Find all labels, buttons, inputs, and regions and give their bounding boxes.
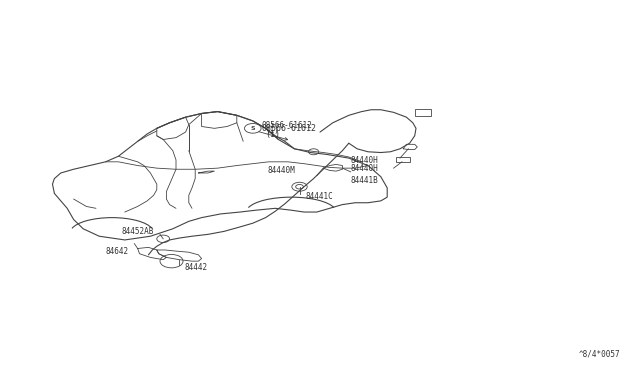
Text: 84442: 84442 xyxy=(184,263,207,272)
Text: 84440M: 84440M xyxy=(268,166,295,175)
Text: 08566-61612: 08566-61612 xyxy=(261,121,312,130)
Text: 84441C: 84441C xyxy=(306,192,333,201)
Text: 84642: 84642 xyxy=(106,247,129,256)
Text: 08566-61612: 08566-61612 xyxy=(261,124,316,133)
Text: 84440H: 84440H xyxy=(351,156,378,165)
Text: (1): (1) xyxy=(266,130,280,139)
Text: 84440H: 84440H xyxy=(351,164,378,173)
Text: S: S xyxy=(250,126,255,131)
Text: ^8/4*0057: ^8/4*0057 xyxy=(579,350,621,359)
Text: 84441B: 84441B xyxy=(351,176,378,185)
Text: (1): (1) xyxy=(266,126,280,135)
Text: 84452AB: 84452AB xyxy=(122,227,154,236)
